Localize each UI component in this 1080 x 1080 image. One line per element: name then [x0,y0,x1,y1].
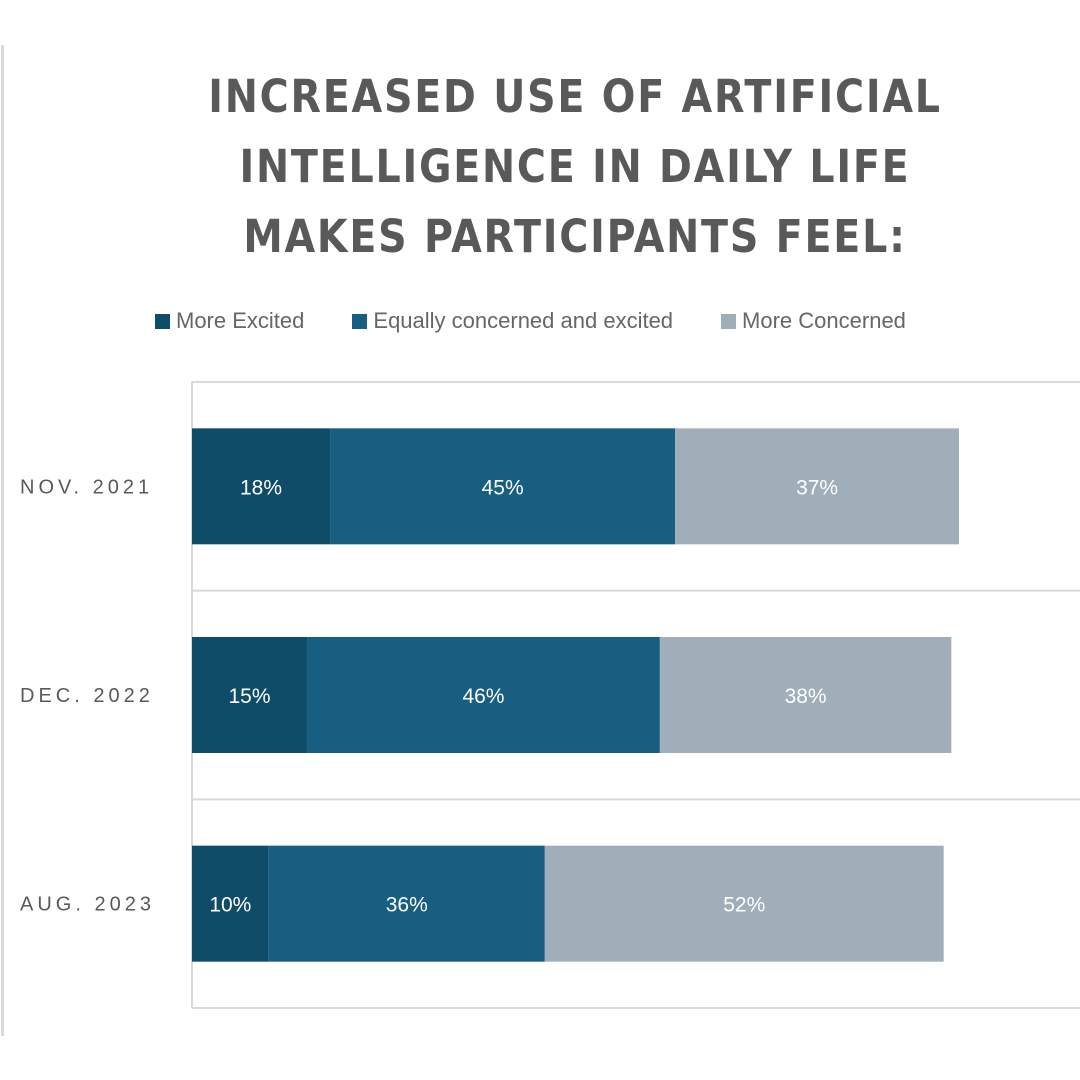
data-label: 18% [240,476,282,499]
data-label: 36% [386,894,428,917]
data-label: 37% [796,476,838,499]
legend-swatch-icon [155,313,170,329]
chart-legend: More Excited Equally concerned and excit… [155,306,906,336]
category-labels: NOV. 2021 DEC. 2022 AUG. 2023 [20,476,155,916]
bar-segment [675,428,959,545]
chart-title: INCREASED USE OF ARTIFICIAL INTELLIGENCE… [122,62,1028,272]
bar-segment [330,428,676,545]
data-label: 52% [723,894,765,917]
chart-title-line-1: INCREASED USE OF ARTIFICIAL [208,70,942,123]
bar-segment [659,637,952,753]
bar-segment [192,637,308,753]
data-label: 46% [462,685,504,708]
legend-item-more-excited: More Excited [155,308,304,334]
legend-item-more-concerned: More Concerned [721,308,906,334]
category-label: DEC. 2022 [20,685,154,707]
legend-label: Equally concerned and excited [373,308,674,333]
legend-item-equally: Equally concerned and excited [352,308,673,334]
bar-segment [192,845,269,962]
data-label: 45% [482,476,524,499]
bar-segment [268,845,545,962]
legend-label: More Excited [176,308,305,333]
bar-segment [192,428,331,545]
bar-segment [544,845,944,962]
chart-title-line-2: INTELLIGENCE IN DAILY LIFE [239,140,911,193]
left-border-line [1,45,4,1036]
bars: 18% 45% 37% 15% 46% 38% 10% 36% 52% [192,428,959,962]
legend-label: More Concerned [742,308,906,333]
data-label: 38% [785,685,827,708]
data-label: 10% [209,894,251,917]
category-label: NOV. 2021 [20,476,153,498]
legend-swatch-icon [721,313,737,329]
legend-swatch-icon [352,313,368,329]
data-label: 15% [229,685,271,708]
chart-title-line-3: MAKES PARTICIPANTS FEEL: [243,210,907,263]
bar-segment [307,637,660,753]
category-label: AUG. 2023 [20,894,155,916]
